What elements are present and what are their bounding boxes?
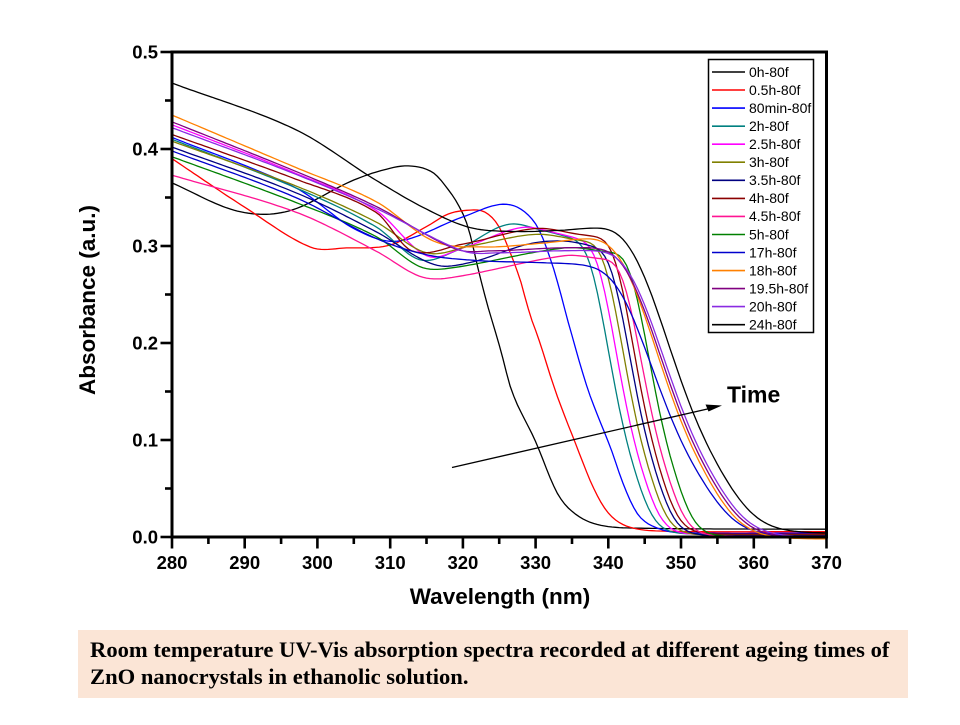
svg-text:300: 300 [302, 552, 333, 573]
svg-text:330: 330 [520, 552, 551, 573]
svg-text:340: 340 [593, 552, 624, 573]
svg-text:3.5h-80f: 3.5h-80f [749, 172, 800, 188]
svg-text:310: 310 [375, 552, 406, 573]
svg-text:350: 350 [666, 552, 697, 573]
svg-text:17h-80f: 17h-80f [749, 244, 797, 260]
svg-text:Time: Time [727, 382, 780, 408]
svg-text:290: 290 [229, 552, 260, 573]
svg-text:0.0: 0.0 [132, 527, 158, 548]
svg-text:320: 320 [447, 552, 478, 573]
svg-text:19.5h-80f: 19.5h-80f [749, 280, 808, 296]
svg-text:370: 370 [811, 552, 842, 573]
svg-text:0.1: 0.1 [132, 430, 158, 451]
svg-text:360: 360 [738, 552, 769, 573]
svg-text:3h-80f: 3h-80f [749, 154, 789, 170]
svg-text:0.3: 0.3 [132, 236, 158, 257]
svg-text:0.2: 0.2 [132, 333, 158, 354]
svg-text:0.5: 0.5 [132, 42, 158, 63]
svg-text:2h-80f: 2h-80f [749, 118, 789, 134]
svg-text:80min-80f: 80min-80f [749, 100, 811, 116]
svg-text:0.5h-80f: 0.5h-80f [749, 82, 800, 98]
svg-text:Absorbance (a.u.): Absorbance (a.u.) [75, 205, 100, 395]
svg-text:280: 280 [157, 552, 188, 573]
svg-text:0h-80f: 0h-80f [749, 64, 789, 80]
svg-text:2.5h-80f: 2.5h-80f [749, 136, 800, 152]
svg-text:Wavelength (nm): Wavelength (nm) [410, 584, 590, 609]
svg-text:24h-80f: 24h-80f [749, 317, 797, 333]
svg-text:20h-80f: 20h-80f [749, 298, 797, 314]
svg-text:0.4: 0.4 [132, 139, 158, 160]
svg-text:5h-80f: 5h-80f [749, 226, 789, 242]
svg-text:18h-80f: 18h-80f [749, 262, 797, 278]
svg-text:4h-80f: 4h-80f [749, 190, 789, 206]
svg-text:4.5h-80f: 4.5h-80f [749, 208, 800, 224]
